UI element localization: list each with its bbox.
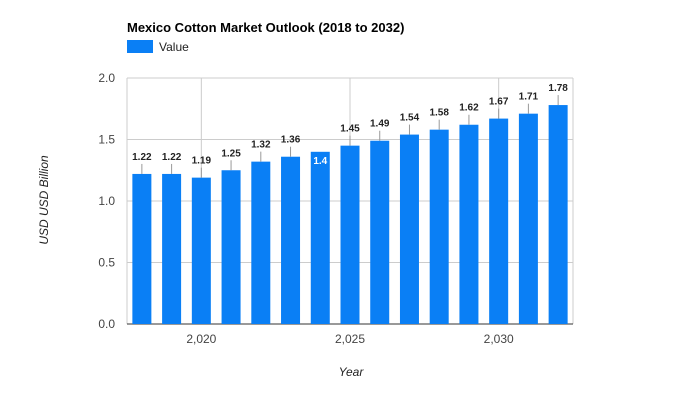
y-axis-title: USD USD Billion [37,155,51,245]
bar [191,177,211,324]
data-label: 1.54 [400,113,420,124]
y-tick-label: 0.5 [98,256,115,270]
bar [548,105,568,324]
data-label: 1.45 [340,124,360,135]
bar [310,151,330,324]
data-label: 1.58 [429,108,449,119]
x-tick-label: 2,025 [335,332,365,346]
bar [251,161,271,324]
data-label: 1.78 [548,83,568,94]
bar [132,173,152,324]
y-tick-label: 2.0 [98,71,115,85]
data-labels: 1.22 1.22 1.19 1.25 1.32 1.36 1.4 1.45 1.49 1.54 1… [132,83,568,178]
data-label: 1.22 [162,152,182,163]
bar [518,113,538,324]
bar [459,124,479,325]
data-label: 1.22 [132,152,152,163]
bar [489,118,509,324]
legend-label: Value [159,40,189,54]
data-label: 1.49 [370,119,390,130]
x-tick-label: 2,030 [484,332,514,346]
x-tick-label: 2,020 [186,332,216,346]
data-label: 1.4 [313,156,327,167]
chart-title: Mexico Cotton Market Outlook (2018 to 20… [127,20,404,35]
bars [132,105,568,325]
bar [281,156,301,324]
data-label: 1.36 [281,135,301,146]
data-label: 1.25 [221,148,241,159]
data-label: 1.67 [489,97,509,108]
bar [429,129,449,324]
bar [370,140,390,324]
data-label: 1.19 [192,156,212,167]
legend: Value [127,40,189,54]
bar [399,134,419,324]
legend-swatch [127,40,153,53]
data-label: 1.71 [519,92,539,103]
y-tick-label: 1.0 [98,194,115,208]
bar [221,170,241,324]
x-axis-title: Year [339,365,365,379]
data-label: 1.32 [251,140,271,151]
data-label: 1.62 [459,103,479,114]
y-axis-ticks: 0.0 0.5 1.0 1.5 2.0 [98,71,115,331]
y-tick-label: 1.5 [98,133,115,147]
bar [340,145,360,324]
bar [162,173,182,324]
y-tick-label: 0.0 [98,317,115,331]
x-axis-ticks: 2,020 2,025 2,030 [186,332,514,346]
